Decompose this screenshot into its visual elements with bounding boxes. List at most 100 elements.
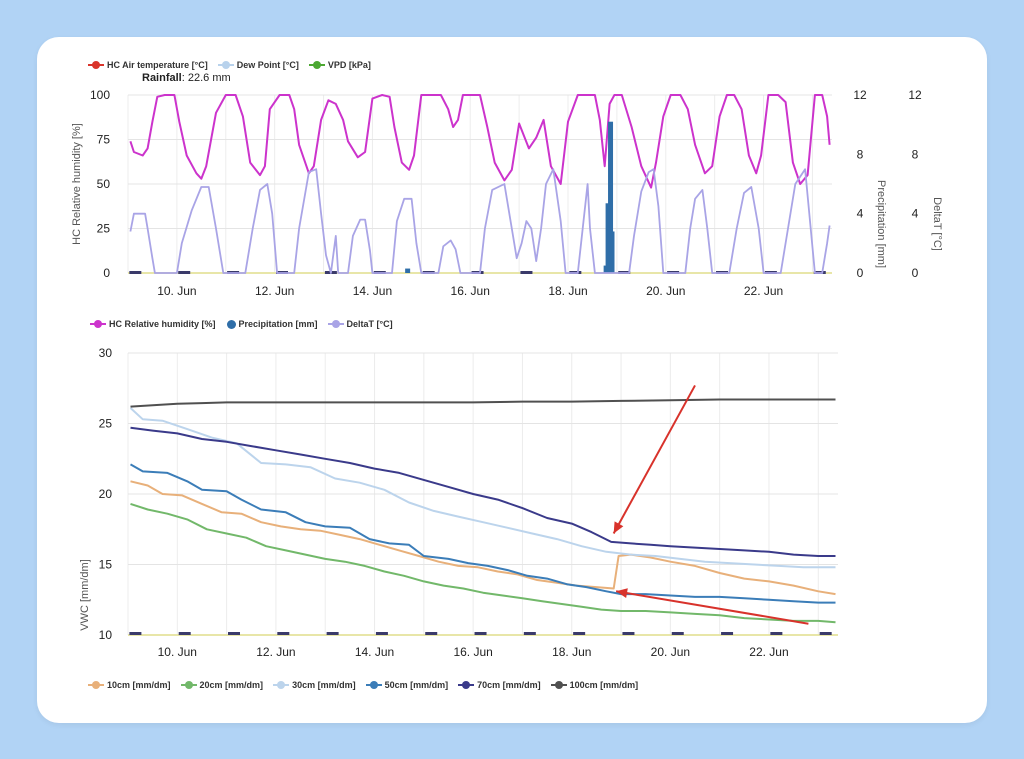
- legend-label: 50cm [mm/dm]: [384, 680, 449, 690]
- legend-item-100cm-mm-dm[interactable]: 100cm [mm/dm]: [550, 680, 638, 690]
- y3-tick-label: 4: [912, 207, 919, 221]
- x-tick-label: 14. Jun: [355, 645, 394, 659]
- y2-axis-title: Precipitation [mm]: [875, 180, 887, 268]
- legend-item-hc-air-temperature-c[interactable]: HC Air temperature [°C]: [88, 60, 208, 70]
- y3-tick-label: 0: [912, 266, 919, 280]
- x-tick-label: 12. Jun: [256, 645, 295, 659]
- y2-tick-label: 12: [853, 88, 867, 102]
- baseline-marker: [721, 632, 734, 635]
- legend-symbol: [217, 61, 234, 69]
- series-line-70cm-mm-dm: [130, 426, 836, 557]
- legend-label: 10cm [mm/dm]: [107, 680, 171, 690]
- series-line-10cm-mm-dm: [130, 480, 836, 596]
- legend-item-deltat-c[interactable]: DeltaT [°C]: [327, 319, 393, 329]
- y-tick-label: 75: [97, 133, 111, 147]
- y-tick-label: 10: [99, 628, 113, 642]
- annotation-arrow-head: [613, 521, 624, 534]
- x-tick-label: 18. Jun: [552, 645, 591, 659]
- x-tick-label: 14. Jun: [353, 284, 392, 298]
- x-tick-label: 22. Jun: [749, 645, 788, 659]
- x-tick-label: 10. Jun: [158, 645, 197, 659]
- top-chart: 0 25 50 75 100 0 4 8 12 0 4 8 12 HC Relative humidity…: [71, 88, 943, 298]
- series-line-30cm-mm-dm: [129, 407, 836, 569]
- rainfall-value: 22.6 mm: [187, 72, 231, 84]
- y-axis-title: HC Relative humidity [%]: [71, 123, 83, 245]
- baseline-marker: [178, 271, 191, 274]
- legend-symbol: [226, 320, 236, 329]
- baseline-marker: [228, 632, 241, 635]
- legend-item-hc-relative-humidity[interactable]: HC Relative humidity [%]: [90, 319, 216, 329]
- x-tick-label: 16. Jun: [451, 284, 490, 298]
- legend-label: DeltaT [°C]: [346, 319, 393, 329]
- baseline-marker: [474, 632, 487, 635]
- legend-symbol: [88, 61, 104, 69]
- baseline-marker: [520, 271, 533, 274]
- series-line-50cm-mm-dm: [130, 463, 836, 604]
- y3-tick-label: 8: [912, 147, 919, 161]
- legend-label: 70cm [mm/dm]: [477, 680, 541, 690]
- baseline-marker: [622, 632, 635, 635]
- legend-symbol: [308, 61, 325, 69]
- y3-tick-label: 12: [908, 88, 922, 102]
- x-tick-label: 20. Jun: [651, 645, 690, 659]
- legend-symbol: [273, 681, 290, 689]
- annotation-arrows: [612, 384, 809, 625]
- y-tick-label: 100: [90, 88, 110, 102]
- precipitation-bar: [609, 231, 615, 273]
- middle-legend: HC Relative humidity [%] Precipitation [m…: [90, 319, 393, 329]
- legend-symbol: [88, 681, 104, 689]
- y-tick-label: 50: [97, 177, 111, 191]
- legend-item-20cm-mm-dm[interactable]: 20cm [mm/dm]: [180, 680, 263, 690]
- y2-tick-label: 4: [857, 207, 864, 221]
- legend-item-dew-point-c[interactable]: Dew Point [°C]: [217, 60, 299, 70]
- series-line-deltat-c: [129, 168, 831, 274]
- y3-axis-title: DeltaT [°C]: [931, 197, 943, 251]
- legend-label: Precipitation [mm]: [238, 319, 318, 329]
- legend-symbol: [327, 320, 344, 328]
- precipitation-bar: [608, 121, 614, 273]
- top-legend: HC Air temperature [°C] Dew Point [°C] VPD…: [88, 60, 371, 70]
- legend-item-50cm-mm-dm[interactable]: 50cm [mm/dm]: [365, 680, 449, 690]
- y-tick-label: 0: [103, 266, 110, 280]
- baseline-marker: [523, 632, 536, 635]
- legend-item-30cm-mm-dm[interactable]: 30cm [mm/dm]: [273, 680, 356, 690]
- baseline-marker: [573, 632, 586, 635]
- baseline-marker: [178, 632, 191, 635]
- legend-item-vpd-kpa[interactable]: VPD [kPa]: [308, 60, 371, 70]
- y-tick-label: 30: [99, 346, 113, 360]
- legend-label: VPD [kPa]: [327, 60, 371, 70]
- bottom-legend: 10cm [mm/dm] 20cm [mm/dm] 30cm [mm/dm] 50cm…: [88, 680, 638, 690]
- legend-item-10cm-mm-dm[interactable]: 10cm [mm/dm]: [88, 680, 171, 690]
- legend-symbol: [90, 320, 106, 328]
- annotation-arrow-line: [612, 384, 696, 534]
- rainfall-key: Rainfall: [142, 72, 182, 84]
- x-tick-label: 20. Jun: [646, 284, 685, 298]
- y-tick-label: 25: [99, 417, 113, 431]
- baseline-marker: [770, 632, 783, 635]
- baseline-marker: [326, 632, 339, 635]
- x-tick-label: 10. Jun: [157, 284, 196, 298]
- x-tick-label: 22. Jun: [744, 284, 783, 298]
- y-tick-label: 25: [97, 222, 111, 236]
- baseline-marker: [277, 632, 290, 635]
- precipitation-bar: [405, 268, 411, 273]
- bottom-chart: 10 15 20 25 30 VWC [mm/dm] 10. Jun 12. Jun 14. J…: [79, 346, 838, 659]
- legend-label: HC Air temperature [°C]: [107, 60, 208, 70]
- series-line-100cm-mm-dm: [130, 398, 836, 408]
- baseline-marker: [129, 271, 142, 274]
- y-tick-label: 20: [99, 487, 113, 501]
- chart-card: [37, 37, 987, 723]
- baseline-marker: [671, 632, 684, 635]
- series-line-20cm-mm-dm: [130, 502, 836, 624]
- y-tick-label: 15: [99, 558, 113, 572]
- legend-item-70cm-mm-dm[interactable]: 70cm [mm/dm]: [458, 680, 541, 690]
- legend-symbol: [180, 681, 197, 689]
- legend-symbol: [365, 681, 382, 689]
- baseline-marker: [819, 632, 832, 635]
- annotation-arrow-line: [615, 590, 809, 625]
- y2-tick-label: 8: [857, 147, 864, 161]
- y2-tick-label: 0: [857, 266, 864, 280]
- baseline-marker: [375, 632, 388, 635]
- legend-item-precipitation-mm[interactable]: Precipitation [mm]: [226, 319, 318, 329]
- x-tick-label: 16. Jun: [453, 645, 492, 659]
